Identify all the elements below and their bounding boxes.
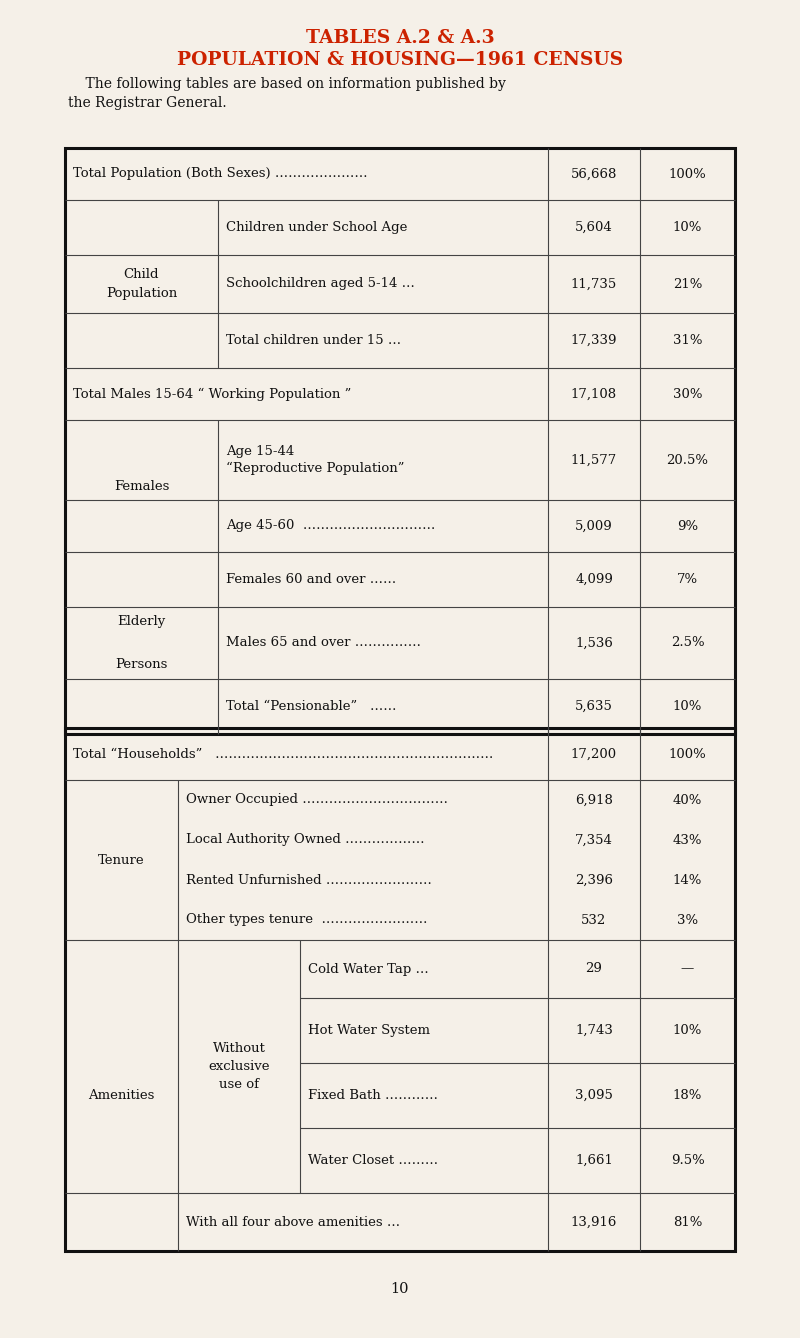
Text: 1,661: 1,661 — [575, 1153, 613, 1167]
Text: Persons: Persons — [115, 658, 168, 672]
Text: Fixed Bath …………: Fixed Bath ………… — [308, 1089, 438, 1103]
Text: 20.5%: 20.5% — [666, 454, 709, 467]
Text: With all four above amenities …: With all four above amenities … — [186, 1215, 400, 1228]
Text: Total “Pensionable”   ……: Total “Pensionable” …… — [226, 700, 397, 713]
Text: 2,396: 2,396 — [575, 874, 613, 887]
Text: 21%: 21% — [673, 277, 702, 290]
Text: 18%: 18% — [673, 1089, 702, 1103]
Text: Hot Water System: Hot Water System — [308, 1024, 430, 1037]
Text: 7,354: 7,354 — [575, 834, 613, 847]
Text: 10%: 10% — [673, 1024, 702, 1037]
Text: 5,604: 5,604 — [575, 221, 613, 234]
Text: the Registrar General.: the Registrar General. — [68, 96, 226, 110]
Text: 56,668: 56,668 — [571, 167, 617, 181]
Text: 14%: 14% — [673, 874, 702, 887]
Text: 1,743: 1,743 — [575, 1024, 613, 1037]
Text: 2.5%: 2.5% — [670, 637, 704, 649]
Text: 1,536: 1,536 — [575, 637, 613, 649]
Text: 100%: 100% — [669, 167, 706, 181]
Text: 100%: 100% — [669, 748, 706, 760]
Text: 81%: 81% — [673, 1215, 702, 1228]
Text: 7%: 7% — [677, 573, 698, 586]
Text: 5,009: 5,009 — [575, 519, 613, 533]
Text: The following tables are based on information published by: The following tables are based on inform… — [68, 78, 506, 91]
Text: 3%: 3% — [677, 914, 698, 926]
Text: Total Males 15-64 “ Working Population ”: Total Males 15-64 “ Working Population ” — [73, 388, 351, 400]
Text: 10%: 10% — [673, 221, 702, 234]
Text: Child
Population: Child Population — [106, 268, 177, 300]
Text: Females 60 and over ……: Females 60 and over …… — [226, 573, 396, 586]
Text: 6,918: 6,918 — [575, 793, 613, 807]
Text: 30%: 30% — [673, 388, 702, 400]
Text: Children under School Age: Children under School Age — [226, 221, 407, 234]
Text: Other types tenure  ……………………: Other types tenure …………………… — [186, 914, 427, 926]
Text: Cold Water Tap …: Cold Water Tap … — [308, 962, 429, 975]
Text: 43%: 43% — [673, 834, 702, 847]
Text: Amenities: Amenities — [88, 1089, 154, 1103]
Text: Total “Households”   ………………………………………………………: Total “Households” ……………………………………………………… — [73, 748, 494, 760]
Text: 10%: 10% — [673, 700, 702, 713]
Text: Males 65 and over ……………: Males 65 and over …………… — [226, 637, 421, 649]
Text: 532: 532 — [582, 914, 606, 926]
Text: Age 15-44
“Reproductive Population”: Age 15-44 “Reproductive Population” — [226, 444, 405, 475]
Text: 40%: 40% — [673, 793, 702, 807]
Text: Elderly: Elderly — [118, 614, 166, 628]
Text: Schoolchildren aged 5-14 …: Schoolchildren aged 5-14 … — [226, 277, 415, 290]
Text: Owner Occupied ……………………………: Owner Occupied …………………………… — [186, 793, 448, 807]
Text: Rented Unfurnished ……………………: Rented Unfurnished …………………… — [186, 874, 432, 887]
Text: —: — — [681, 962, 694, 975]
Text: POPULATION & HOUSING—1961 CENSUS: POPULATION & HOUSING—1961 CENSUS — [177, 51, 623, 70]
Text: Total children under 15 …: Total children under 15 … — [226, 334, 401, 347]
Text: 17,108: 17,108 — [571, 388, 617, 400]
Text: 5,635: 5,635 — [575, 700, 613, 713]
Text: 31%: 31% — [673, 334, 702, 347]
Text: Local Authority Owned ………………: Local Authority Owned ……………… — [186, 834, 425, 847]
Bar — [65, 728, 735, 1251]
Text: Total Population (Both Sexes) …………………: Total Population (Both Sexes) ………………… — [73, 167, 368, 181]
Text: 4,099: 4,099 — [575, 573, 613, 586]
Text: 10: 10 — [390, 1282, 410, 1297]
Text: TABLES A.2 & A.3: TABLES A.2 & A.3 — [306, 29, 494, 47]
Bar — [65, 149, 735, 735]
Text: Females: Females — [114, 479, 169, 492]
Text: 9.5%: 9.5% — [670, 1153, 704, 1167]
Text: 29: 29 — [586, 962, 602, 975]
Text: 13,916: 13,916 — [571, 1215, 617, 1228]
Text: 17,339: 17,339 — [570, 334, 618, 347]
Text: 17,200: 17,200 — [571, 748, 617, 760]
Text: Age 45-60  …………………………: Age 45-60 ………………………… — [226, 519, 435, 533]
Text: 9%: 9% — [677, 519, 698, 533]
Text: 3,095: 3,095 — [575, 1089, 613, 1103]
Text: Tenure: Tenure — [98, 854, 145, 867]
Text: 11,735: 11,735 — [571, 277, 617, 290]
Text: Without
exclusive
use of: Without exclusive use of — [208, 1042, 270, 1090]
Text: Water Closet ………: Water Closet ……… — [308, 1153, 438, 1167]
Text: 11,577: 11,577 — [571, 454, 617, 467]
